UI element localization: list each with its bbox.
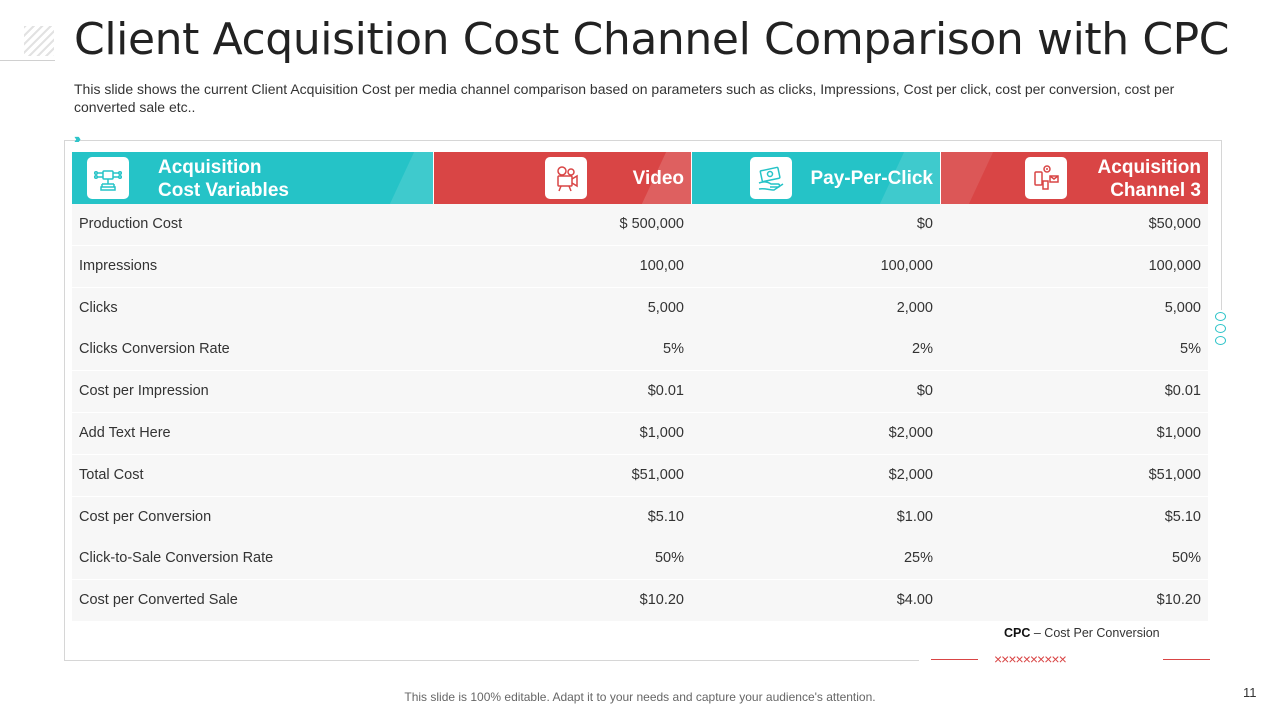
row-label: Click-to-Sale Conversion Rate <box>79 550 274 567</box>
ovals-decoration <box>1215 312 1227 348</box>
cell-value: 100,000 <box>880 257 933 274</box>
cell-value: $ 500,000 <box>619 216 684 232</box>
row-label: Cost per Impression <box>79 383 209 400</box>
table-frame-bottom <box>64 660 919 661</box>
cell-value: $5.10 <box>647 508 684 525</box>
mobile-mail-icon <box>1025 157 1067 199</box>
cell-value: $5.10 <box>1164 508 1201 525</box>
row-label: Clicks <box>79 299 118 316</box>
table-row: Cost per Conversion $5.10 $1.00 $5.10 <box>72 496 1208 539</box>
cell-value: $51,000 <box>631 466 684 483</box>
chevrons-decoration: ››› <box>74 131 81 146</box>
page-subtitle: This slide shows the current Client Acqu… <box>74 81 1175 115</box>
table-row: Add Text Here $1,000 $2,000 $1,000 <box>72 413 1208 455</box>
table-row: Clicks 5,000 2,000 5,000 <box>72 287 1208 330</box>
hatch-decoration <box>24 26 54 56</box>
money-hand-icon <box>750 157 792 199</box>
circuit-icon <box>87 157 129 199</box>
header-label: Video <box>632 168 684 189</box>
table-row: Cost per Impression $0.01 $0 $0.01 <box>72 371 1208 414</box>
cell-value: 25% <box>903 550 933 567</box>
table-row: Production Cost $ 500,000 $0 $50,000 <box>72 204 1208 246</box>
cell-value: $50,000 <box>1148 216 1201 232</box>
cell-value: $51,000 <box>1148 466 1201 483</box>
row-label: Production Cost <box>79 216 183 232</box>
row-label: Cost per Converted Sale <box>79 592 238 609</box>
table-frame <box>64 140 1222 661</box>
cell-value: $4.00 <box>896 592 933 609</box>
cpc-note: CPC – Cost Per Conversion <box>1004 626 1160 640</box>
header-pay-per-click: Pay-Per-Click <box>692 152 940 204</box>
cell-value: 5,000 <box>647 299 684 316</box>
row-label: Clicks Conversion Rate <box>79 341 230 358</box>
header-label: Acquisition Cost Variables <box>158 157 289 201</box>
header-label: Pay-Per-Click <box>810 168 933 189</box>
header-video: Video <box>434 152 691 204</box>
cell-value: $2,000 <box>888 425 933 441</box>
cell-value: $1.00 <box>896 508 933 525</box>
header-acquisition-cost-variables: Acquisition Cost Variables <box>72 152 433 204</box>
table-row: Impressions 100,00 100,000 100,000 <box>72 245 1208 288</box>
cell-value: 5,000 <box>1164 299 1201 316</box>
cross-decoration: ×××××××××× <box>994 651 1067 667</box>
cell-value: $0 <box>916 383 933 400</box>
header-label: Acquisition Channel 3 <box>1097 157 1201 201</box>
row-label: Total Cost <box>79 466 144 483</box>
cell-value: $0.01 <box>647 383 684 400</box>
cell-value: $0.01 <box>1164 383 1201 400</box>
cell-value: 100,000 <box>1148 257 1201 274</box>
table-frame-right <box>1221 140 1222 310</box>
footer-text: This slide is 100% editable. Adapt it to… <box>404 690 876 704</box>
page-title: Client Acquisition Cost Channel Comparis… <box>74 14 1230 65</box>
cell-value: 5% <box>663 341 684 358</box>
cell-value: 5% <box>1180 341 1201 358</box>
deco-line-right <box>1163 659 1210 660</box>
cell-value: $2,000 <box>888 466 933 483</box>
cell-value: $10.20 <box>639 592 684 609</box>
cell-value: 2,000 <box>896 299 933 316</box>
cell-value: $1,000 <box>1156 425 1201 441</box>
header-acquisition-channel-3: Acquisition Channel 3 <box>941 152 1208 204</box>
cell-value: 50% <box>654 550 684 567</box>
row-label: Cost per Conversion <box>79 508 212 525</box>
page-number: 11 <box>1243 685 1257 700</box>
table-row: Clicks Conversion Rate 5% 2% 5% <box>72 329 1208 372</box>
cell-value: $1,000 <box>639 425 684 441</box>
table-row: Total Cost $51,000 $2,000 $51,000 <box>72 454 1208 497</box>
video-camera-icon <box>545 157 587 199</box>
cell-value: 50% <box>1171 550 1201 567</box>
row-label: Add Text Here <box>79 425 171 441</box>
table-row: Click-to-Sale Conversion Rate 50% 25% 50% <box>72 538 1208 581</box>
hatch-divider <box>0 60 55 61</box>
table-row: Cost per Converted Sale $10.20 $4.00 $10.20 <box>72 580 1208 623</box>
deco-line-left <box>931 659 978 660</box>
cell-value: $10.20 <box>1156 592 1201 609</box>
cell-value: 100,00 <box>639 257 684 274</box>
cell-value: 2% <box>912 341 933 358</box>
cell-value: $0 <box>916 216 933 232</box>
row-label: Impressions <box>79 257 158 274</box>
